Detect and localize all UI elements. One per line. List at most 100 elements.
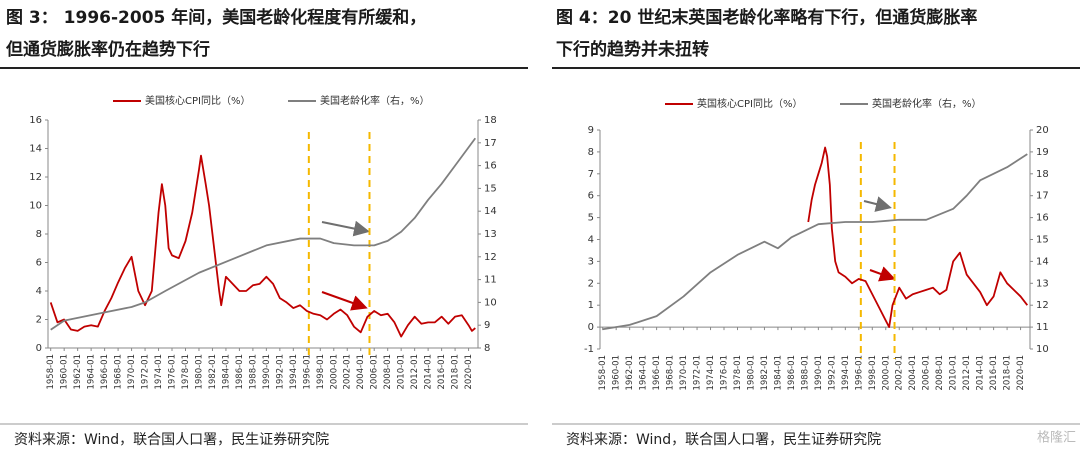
x-tick-label: 1964-01: [87, 354, 97, 390]
y2-tick-label: 17: [484, 138, 497, 149]
x-tick-label: 1990-01: [814, 355, 824, 391]
y-tick-label: 9: [588, 125, 594, 136]
x-tick-label: 2016-01: [437, 354, 447, 390]
y-tick-label: 5: [588, 213, 594, 224]
y2-tick-label: 20: [1036, 125, 1049, 136]
x-tick-label: 1984-01: [221, 354, 231, 390]
y-tick-label: 12: [29, 172, 42, 183]
x-tick-label: 1996-01: [302, 354, 312, 390]
y-tick-label: 1: [588, 300, 594, 311]
watermark: 格隆汇: [1037, 430, 1076, 446]
x-tick-label: 1986-01: [787, 355, 797, 391]
y-tick-label: 4: [36, 286, 42, 297]
x-tick-label: 2004-01: [356, 354, 366, 390]
annotation-arrow: [321, 220, 370, 237]
x-tick-label: 1998-01: [316, 354, 326, 390]
x-tick-label: 1964-01: [639, 355, 649, 391]
source: 资料来源：Wind，联合国人口署，民生证券研究院: [14, 432, 329, 448]
x-tick-label: 2010-01: [949, 355, 959, 391]
figure-title: 下行的趋势并未扭转: [556, 39, 709, 60]
source: 资料来源：Wind，联合国人口署，民生证券研究院: [566, 432, 881, 448]
y-tick-label: 6: [36, 258, 42, 269]
x-tick-label: 1988-01: [800, 355, 810, 391]
y2-tick-label: 18: [1036, 169, 1049, 180]
y2-tick-label: 18: [484, 115, 497, 126]
series-line: [807, 146, 1029, 328]
x-tick-label: 1978-01: [733, 355, 743, 391]
x-tick-label: 1994-01: [841, 355, 851, 391]
y2-tick-label: 11: [1036, 322, 1049, 333]
x-tick-label: 1972-01: [141, 354, 151, 390]
y2-tick-label: 13: [1036, 278, 1049, 289]
x-tick-label: 1960-01: [60, 354, 70, 390]
x-tick-label: 1984-01: [773, 355, 783, 391]
x-tick-label: 1974-01: [706, 355, 716, 391]
y-tick-label: 7: [588, 169, 594, 180]
y2-tick-label: 14: [484, 206, 497, 217]
y2-tick-label: 16: [1036, 213, 1049, 224]
y2-tick-label: 11: [484, 275, 497, 286]
x-tick-label: 1992-01: [275, 354, 285, 390]
x-tick-label: 2012-01: [962, 355, 972, 391]
x-tick-label: 1972-01: [693, 355, 703, 391]
y2-tick-label: 14: [1036, 256, 1049, 267]
x-tick-label: 1962-01: [73, 354, 83, 390]
legend-label: 英国老龄化率（右，%）: [872, 97, 982, 110]
y-tick-label: 6: [588, 191, 594, 202]
figure-title: 图 4：20 世纪末英国老龄化率略有下行，但通货膨胀率: [556, 7, 977, 28]
y2-tick-label: 12: [484, 252, 497, 263]
x-tick-label: 1976-01: [720, 355, 730, 391]
x-tick-label: 1998-01: [868, 355, 878, 391]
x-tick-label: 2002-01: [343, 354, 353, 390]
x-tick-label: 2014-01: [976, 355, 986, 391]
y-tick-label: 4: [588, 235, 594, 246]
annotation-arrow: [321, 291, 368, 311]
x-tick-label: 2004-01: [908, 355, 918, 391]
y-tick-label: 16: [29, 115, 42, 126]
x-tick-label: 2000-01: [881, 355, 891, 391]
x-tick-label: 2002-01: [895, 355, 905, 391]
y2-tick-label: 15: [484, 183, 497, 194]
x-tick-label: 2010-01: [397, 354, 407, 390]
y2-tick-label: 8: [484, 343, 490, 354]
x-tick-label: 1970-01: [127, 354, 137, 390]
y-tick-label: 10: [29, 201, 42, 212]
y2-tick-label: 10: [1036, 344, 1049, 355]
x-tick-label: 2006-01: [370, 354, 380, 390]
series-line: [50, 137, 477, 331]
annotation-arrow: [869, 266, 896, 282]
x-tick-label: 1966-01: [100, 354, 110, 390]
x-tick-label: 2020-01: [1016, 355, 1026, 391]
x-tick-label: 1970-01: [679, 355, 689, 391]
y2-tick-label: 9: [484, 320, 490, 331]
series-line: [49, 154, 476, 338]
x-tick-label: 2014-01: [424, 354, 434, 390]
x-tick-label: 2008-01: [383, 354, 393, 390]
x-tick-label: 2018-01: [1003, 355, 1013, 391]
y-tick-label: 0: [36, 343, 42, 354]
x-tick-label: 2018-01: [451, 354, 461, 390]
series-line: [602, 153, 1028, 331]
y-tick-label: 3: [588, 256, 594, 267]
x-tick-label: 1960-01: [612, 355, 622, 391]
x-tick-label: 1968-01: [114, 354, 124, 390]
x-tick-label: 2016-01: [989, 355, 999, 391]
figure-title: 图 3： 1996-2005 年间，美国老龄化程度有所缓和，: [6, 7, 426, 28]
x-tick-label: 1958-01: [598, 355, 608, 391]
y-tick-label: 0: [588, 322, 594, 333]
y-tick-label: 2: [36, 315, 42, 326]
y-tick-label: 2: [588, 278, 594, 289]
x-tick-label: 1992-01: [827, 355, 837, 391]
legend-label: 英国核心CPI同比（%）: [697, 97, 802, 110]
y2-tick-label: 15: [1036, 235, 1049, 246]
x-tick-label: 2000-01: [329, 354, 339, 390]
x-tick-label: 2020-01: [464, 354, 474, 390]
y-tick-label: 8: [588, 147, 594, 158]
y-tick-label: 8: [36, 229, 42, 240]
x-tick-label: 1978-01: [181, 354, 191, 390]
x-tick-label: 1988-01: [248, 354, 258, 390]
x-tick-label: 1982-01: [208, 354, 218, 390]
annotation-arrow: [863, 196, 892, 212]
